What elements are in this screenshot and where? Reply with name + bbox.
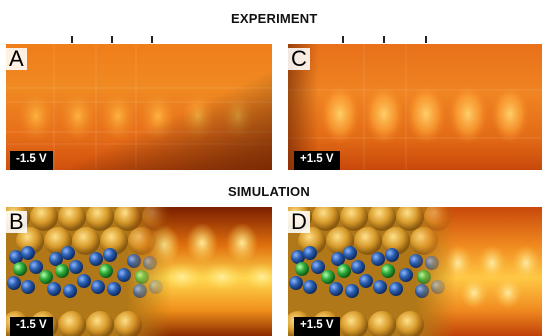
panel-label-a: A	[6, 48, 27, 70]
simulated-stm-overlay-d	[288, 207, 542, 336]
experiment-heading: EXPERIMENT	[231, 11, 318, 26]
panel-c-stm-image: C +1.5 V	[288, 44, 542, 170]
bias-badge-b: -1.5 V	[10, 317, 53, 336]
stm-image-c	[288, 44, 542, 170]
tick-marks-left	[0, 36, 270, 44]
simulated-stm-overlay-b	[6, 207, 272, 336]
panel-d-simulation-image: D +1.5 V	[288, 207, 542, 336]
bias-badge-d: +1.5 V	[294, 317, 340, 336]
bias-badge-c: +1.5 V	[294, 151, 340, 170]
simulation-heading: SIMULATION	[228, 184, 310, 199]
simulation-image-b	[6, 207, 272, 336]
panel-label-c: C	[288, 48, 310, 70]
panel-label-d: D	[288, 211, 310, 233]
bias-badge-a: -1.5 V	[10, 151, 53, 170]
panel-label-b: B	[6, 211, 27, 233]
panel-a-stm-image: A -1.5 V	[6, 44, 272, 170]
panel-b-simulation-image: B -1.5 V	[6, 207, 272, 336]
stm-image-a	[6, 44, 272, 170]
tick-marks-right	[288, 36, 542, 44]
